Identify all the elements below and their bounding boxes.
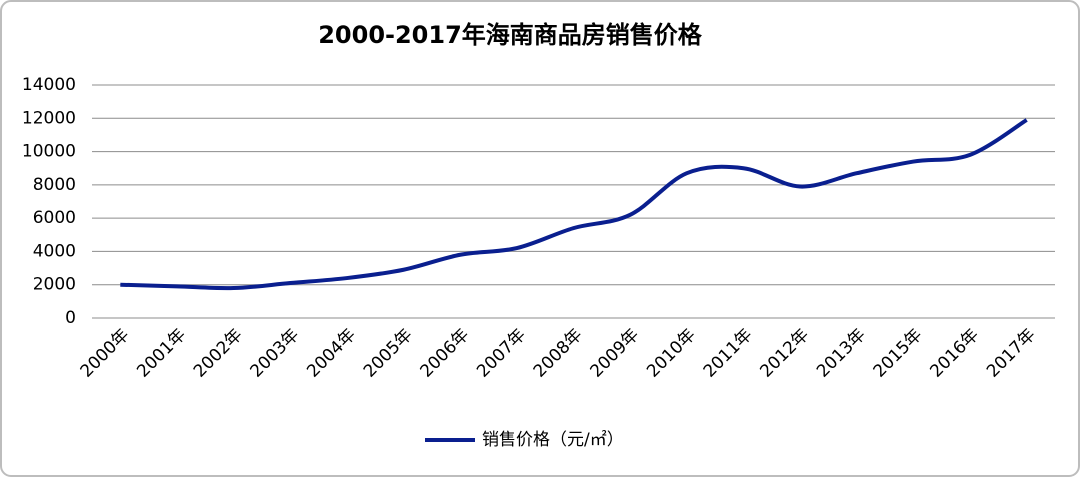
y-tick-label: 8000 (33, 175, 76, 195)
y-tick-label: 12000 (22, 108, 76, 128)
y-tick-label: 6000 (33, 208, 76, 228)
chart-title: 2000-2017年海南商品房销售价格 (318, 21, 703, 49)
legend-label: 销售价格（元/㎡） (482, 430, 624, 450)
y-tick-label: 0 (65, 308, 76, 328)
y-tick-label: 4000 (33, 241, 76, 261)
line-series (120, 118, 1028, 291)
y-tick-label: 2000 (33, 275, 76, 295)
y-tick-label: 10000 (22, 142, 76, 162)
y-tick-label: 14000 (22, 75, 76, 95)
